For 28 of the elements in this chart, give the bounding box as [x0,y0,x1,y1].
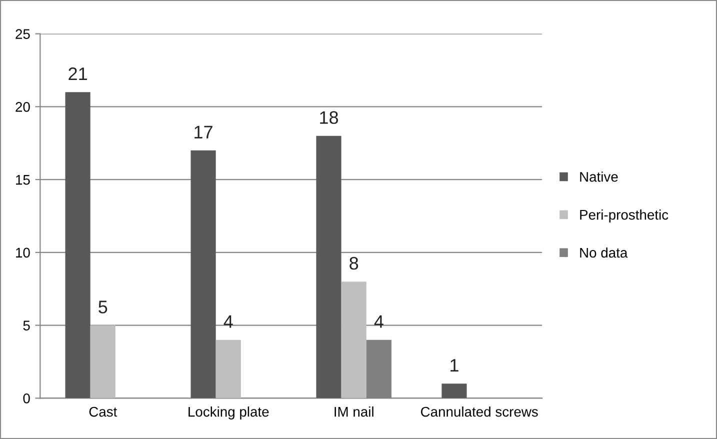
legend-label: Native [580,172,618,182]
y-tick-label: 25 [16,29,30,39]
x-tick-label: Cast [89,406,118,417]
x-tick-label: IM nail [334,406,374,417]
y-tick-label: 5 [23,320,30,330]
data-label: 8 [350,256,358,270]
y-tick-label: 15 [16,175,30,185]
data-label: 17 [194,126,212,138]
data-label: 5 [98,300,108,314]
bar [90,325,116,398]
x-tick-label: Locking plate [188,406,269,420]
legend-label: No data [580,247,628,258]
y-tick-label: 10 [16,248,30,258]
y-tick-label: 20 [16,102,30,112]
data-label: 4 [224,315,233,328]
data-label: 4 [374,315,384,328]
data-label: 1 [450,359,458,372]
bar [442,384,467,398]
bar [341,282,366,398]
data-label: 21 [68,67,87,80]
legend-label: Peri-prosthetic [580,210,668,222]
bar [65,92,90,398]
y-tick-label: 0 [23,394,30,404]
x-tick-label: Cannulated screws [420,406,538,417]
bar [316,136,342,398]
bar [216,340,241,398]
bar [190,150,216,398]
data-label: 18 [320,111,338,124]
